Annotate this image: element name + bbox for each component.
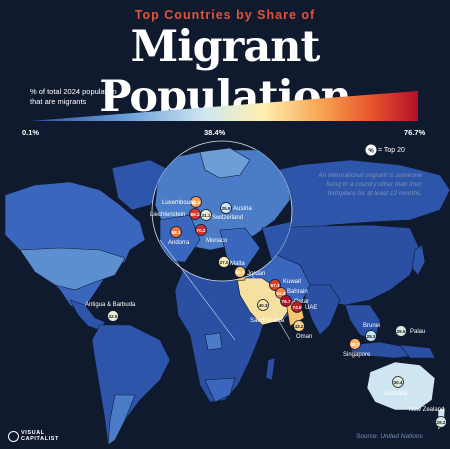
country-value-label: 43.2 bbox=[295, 324, 304, 329]
brand-name: VISUAL CAPITALIST bbox=[21, 430, 59, 442]
argentina-shape bbox=[107, 394, 136, 446]
country-name-label: Bahrain bbox=[287, 289, 308, 295]
note-line2: living in a country other than their bbox=[326, 181, 422, 188]
migrant-definition-note: An international migrant is someone livi… bbox=[300, 171, 422, 198]
country-marker bbox=[220, 202, 232, 214]
legend-caption: % of total 2024 population that are migr… bbox=[30, 87, 160, 107]
country-value-label: 48.7 bbox=[351, 342, 360, 347]
brand-line1: VISUAL bbox=[21, 430, 45, 436]
country-name-label: Andorra bbox=[168, 240, 190, 246]
europe-zoom-inset bbox=[151, 140, 293, 341]
country-value-label: 51.2 bbox=[192, 200, 201, 205]
scale-mid-label: 38.4% bbox=[204, 128, 226, 137]
country-marker bbox=[218, 256, 230, 268]
japan-shape bbox=[411, 244, 426, 276]
country-name-label: Qatar bbox=[294, 299, 309, 305]
country-marker bbox=[435, 416, 447, 428]
country-value-label: 32.5 bbox=[109, 314, 118, 319]
country-marker bbox=[170, 226, 182, 238]
country-marker bbox=[291, 301, 303, 313]
country-name-label: Australia bbox=[384, 391, 408, 397]
country-marker bbox=[293, 320, 305, 332]
country-marker bbox=[257, 299, 269, 311]
country-value-label: 30.4 bbox=[394, 380, 403, 385]
country-name-label: Switzerland bbox=[212, 215, 243, 221]
country-marker bbox=[107, 310, 119, 322]
country-marker bbox=[195, 224, 207, 236]
country-name-label: Malta bbox=[230, 261, 245, 267]
country-value-label: 70.2 bbox=[197, 228, 206, 233]
note-line1: An international migrant is someone bbox=[318, 172, 422, 179]
country-name-label: Antigua & Barbuda bbox=[85, 302, 136, 308]
country-value-label: 25.9 bbox=[222, 206, 231, 211]
country-marker bbox=[200, 209, 212, 221]
country-name-label: Singapore bbox=[343, 352, 371, 358]
legend-caption-line2: that are migrants bbox=[30, 97, 87, 106]
country-value-label: 25.3 bbox=[367, 334, 376, 339]
country-value-label: 29.2 bbox=[437, 420, 446, 425]
country-value-label: 76.7 bbox=[282, 299, 291, 304]
country-marker bbox=[392, 376, 404, 388]
country-name-label: Austria bbox=[233, 206, 252, 212]
country-name-label: Kuwait bbox=[283, 279, 301, 285]
country-value-label: 37.0 bbox=[220, 260, 229, 265]
country-marker bbox=[349, 338, 361, 350]
country-name-label: Liechtenstein bbox=[150, 212, 185, 218]
indonesia-shape bbox=[349, 341, 421, 359]
country-marker bbox=[269, 279, 281, 291]
country-marker bbox=[280, 295, 292, 307]
india-shape bbox=[304, 284, 341, 336]
gabon-region-shape bbox=[204, 332, 223, 351]
country-marker bbox=[365, 330, 377, 342]
ocean-texture bbox=[19, 149, 431, 421]
country-name-label: Oman bbox=[296, 334, 312, 340]
south-africa-shape bbox=[204, 377, 236, 403]
country-name-label: Luxembourg bbox=[162, 200, 195, 206]
top20-legend-label: = Top 20 bbox=[378, 147, 405, 154]
country-value-label: 29.5 bbox=[397, 329, 406, 334]
country-value-label: 58.1 bbox=[172, 230, 181, 235]
top20-badge-symbol: % bbox=[368, 149, 374, 155]
scale-max-label: 76.7% bbox=[404, 128, 426, 137]
country-value-label: 74.0 bbox=[293, 305, 302, 310]
color-scale-bar bbox=[30, 91, 418, 121]
country-value-label: 40.3 bbox=[259, 303, 268, 308]
country-name-label: Brunei bbox=[363, 323, 380, 329]
top20-badge-icon bbox=[364, 143, 378, 157]
south-america-shape bbox=[91, 324, 171, 446]
visual-capitalist-logo-icon bbox=[8, 431, 19, 442]
country-marker bbox=[190, 196, 202, 208]
brand-line2: CAPITALIST bbox=[21, 436, 59, 442]
country-name-label: Monaco bbox=[206, 238, 228, 244]
scale-min-label: 0.1% bbox=[22, 128, 40, 137]
country-marker bbox=[395, 325, 407, 337]
country-value-label: 56.4 bbox=[277, 291, 286, 296]
country-value-label: 69.1 bbox=[191, 212, 200, 217]
new-guinea-shape bbox=[399, 344, 436, 359]
source-note: Source: United Nations bbox=[356, 433, 423, 440]
note-line3: birthplace for at least 12 months. bbox=[327, 190, 422, 197]
country-name-label: New Zealand bbox=[409, 407, 444, 413]
country-name-label: UAE bbox=[305, 305, 317, 311]
country-name-label: Jordan bbox=[247, 271, 265, 277]
header-kicker: Top Countries by Share of bbox=[134, 8, 316, 22]
country-value-label: 45.7 bbox=[236, 270, 245, 275]
country-name-label: Saudi Arabia bbox=[250, 318, 285, 324]
country-value-label: 31.1 bbox=[202, 213, 211, 218]
country-value-label: 67.3 bbox=[271, 283, 280, 288]
legend-caption-line1: % of total 2024 population bbox=[30, 87, 117, 96]
usa-shape bbox=[19, 247, 126, 291]
country-marker bbox=[234, 266, 246, 278]
country-name-label: Palau bbox=[410, 329, 425, 335]
madagascar-shape bbox=[265, 357, 276, 381]
